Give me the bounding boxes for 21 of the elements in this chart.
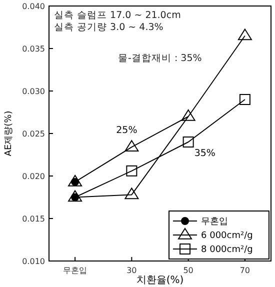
y-tick-label: 0.010: [22, 256, 45, 266]
annotation: 실측 공기량 3.0 ~ 4.3%: [54, 22, 164, 33]
x-tick-label: 70: [240, 266, 250, 275]
y-axis-title: AE제량(%): [4, 110, 14, 156]
annotation: 물-결합재비 : 35%: [118, 53, 202, 64]
y-tick-label: 0.035: [22, 44, 45, 54]
x-tick-label: 30: [126, 266, 137, 275]
x-tick-label: 무혼입: [63, 266, 88, 275]
y-tick-label: 0.020: [22, 172, 45, 181]
annotation: 35%: [194, 148, 216, 159]
x-tick-label: 50: [183, 266, 194, 275]
y-tick-label: 0.040: [22, 2, 45, 11]
y-tick-label: 0.025: [22, 129, 45, 138]
x-axis-title: 치환율(%): [136, 275, 184, 286]
annotation: 실측 슬럼프 17.0 ~ 21.0cm: [54, 10, 181, 21]
y-tick-label: 0.030: [22, 86, 45, 96]
legend-label: 8 000cm²/g: [201, 245, 253, 256]
y-tick-label: 0.015: [22, 214, 45, 224]
annotation: 25%: [116, 125, 138, 136]
legend-label: 무혼입: [201, 217, 228, 228]
legend-label: 6 000cm²/g: [201, 231, 253, 242]
